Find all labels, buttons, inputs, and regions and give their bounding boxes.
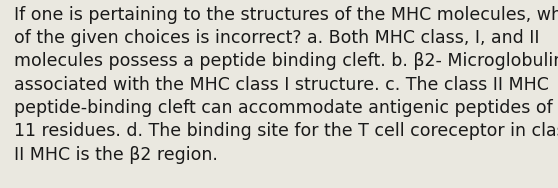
Text: If one is pertaining to the structures of the MHC molecules, which
of the given : If one is pertaining to the structures o… — [14, 6, 558, 164]
